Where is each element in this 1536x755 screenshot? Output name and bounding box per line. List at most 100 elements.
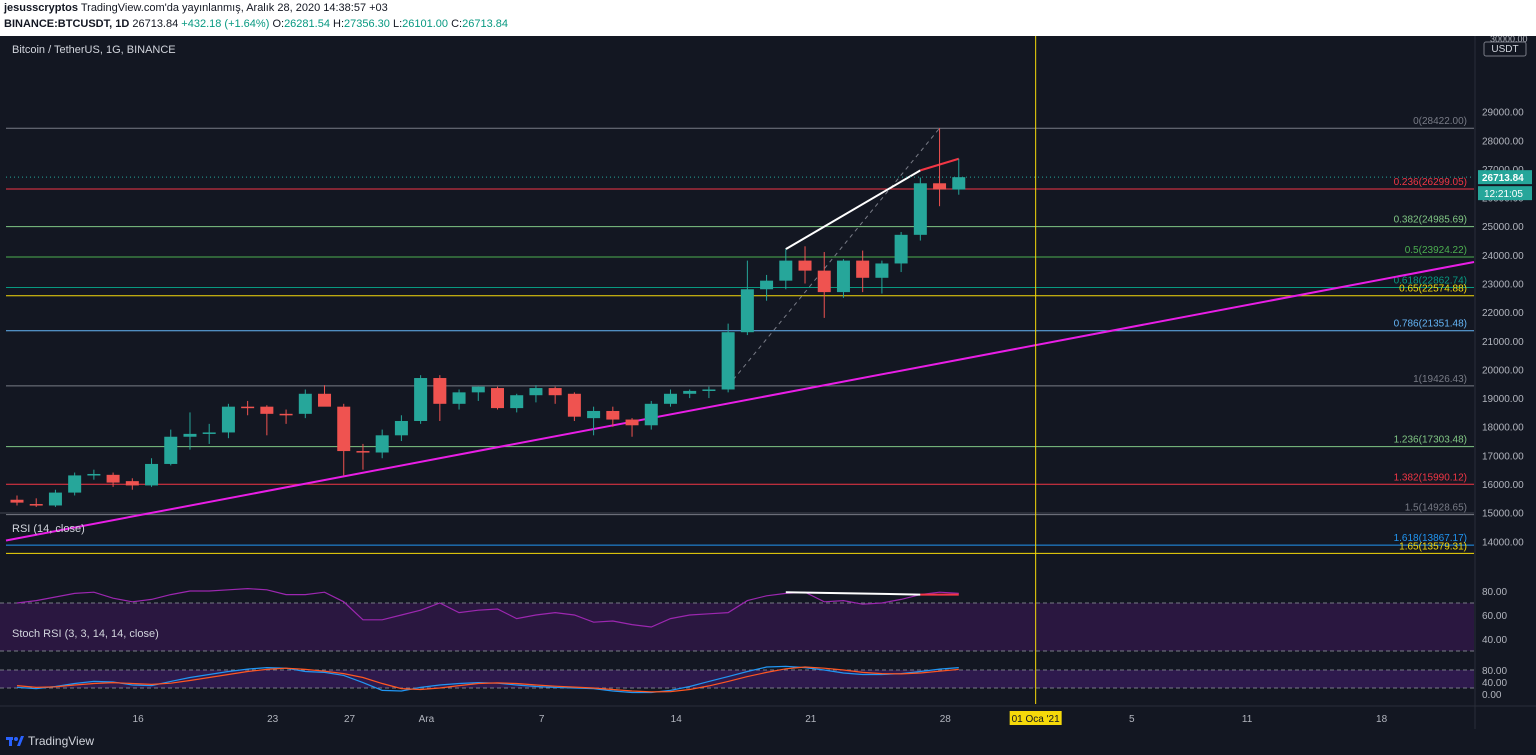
candle-body xyxy=(913,183,927,235)
stoch-tick-label: 0.00 xyxy=(1482,690,1502,701)
price-tick-label: 25000.00 xyxy=(1482,222,1524,233)
candle-body xyxy=(663,393,677,404)
price-tick-label: 21000.00 xyxy=(1482,337,1524,348)
panes-background xyxy=(0,512,1474,689)
price-tick-label: 23000.00 xyxy=(1482,280,1524,291)
fib-level-label: 0.5(23924.22) xyxy=(1405,245,1467,256)
price-change: +432.18 (+1.64%) xyxy=(181,18,270,30)
candle-body xyxy=(933,183,947,190)
price-tick-label: 29000.00 xyxy=(1482,108,1524,119)
countdown-badge xyxy=(1478,186,1532,201)
published-text: TradingView.com'da yayınlanmış, Aralık 2… xyxy=(80,2,388,14)
candle-body xyxy=(318,393,332,407)
candle-body xyxy=(836,260,850,293)
candle-body xyxy=(952,177,966,190)
fib-level-label: 0.786(21351.48) xyxy=(1394,319,1467,330)
last-price-badge xyxy=(1478,170,1532,185)
stoch-tick-label: 40.00 xyxy=(1482,678,1507,689)
rsi-tick-label: 60.00 xyxy=(1482,611,1507,622)
time-tick-label: 11 xyxy=(1242,714,1253,725)
tradingview-logo-icon xyxy=(6,736,24,746)
close-value: 26713.84 xyxy=(462,18,508,30)
time-tick-label: 28 xyxy=(940,714,952,725)
candle-body xyxy=(606,410,620,420)
close-label: C: xyxy=(451,18,463,30)
time-tick-label: 21 xyxy=(805,714,817,725)
candle-body xyxy=(241,406,255,409)
candle-body xyxy=(433,378,447,404)
time-tick-label: 14 xyxy=(671,714,683,725)
price-tick-label: 14000.00 xyxy=(1482,537,1524,548)
candle-body xyxy=(567,393,581,417)
rsi-band xyxy=(0,603,1474,651)
last-price: 26713.84 xyxy=(132,18,179,30)
candle-body xyxy=(548,388,562,396)
fib-retracement[interactable]: 0(28422.00) 0.236(26299.05) 0.382(24985.69… xyxy=(6,116,1474,554)
time-tick-label: Ara xyxy=(419,714,435,725)
price-axis[interactable]: 30000.00USDT29000.0028000.0027000.002600… xyxy=(1474,36,1532,729)
candle-body xyxy=(683,390,697,394)
time-tick-label: 01 Oca '21 xyxy=(1012,714,1060,725)
candle-body xyxy=(856,260,870,278)
open-value: 26281.54 xyxy=(284,18,330,30)
stoch-tick-label: 80.00 xyxy=(1482,666,1507,677)
candle-body xyxy=(394,420,408,436)
candle-body xyxy=(702,389,716,391)
candles[interactable] xyxy=(10,128,966,507)
low-value: 26101.00 xyxy=(402,18,449,30)
time-tick-label: 27 xyxy=(344,714,356,725)
candle-body xyxy=(87,473,101,476)
candle-body xyxy=(510,395,524,409)
tradingview-brand: TradingView xyxy=(28,734,95,748)
chart-area[interactable]: 0(28422.00) 0.236(26299.05) 0.382(24985.69… xyxy=(0,36,1536,729)
candle-body xyxy=(183,433,197,437)
candle-body xyxy=(587,410,601,419)
candle-body xyxy=(452,392,466,404)
currency-label: USDT xyxy=(1491,44,1518,55)
stoch-rsi-label: Stoch RSI (3, 3, 14, 14, close) xyxy=(12,628,159,640)
publish-info: jesusscryptos TradingView.com'da yayınla… xyxy=(4,2,388,14)
fib-level-label: 0.236(26299.05) xyxy=(1394,177,1467,188)
candle-body xyxy=(875,263,889,278)
fib-level-label: 1.5(14928.65) xyxy=(1405,503,1467,514)
rsi-pane[interactable]: 80.00 60.00 40.00 xyxy=(16,587,1507,646)
price-tick-label: 18000.00 xyxy=(1482,423,1524,434)
trendline[interactable] xyxy=(5,260,1475,542)
price-tick-label: 22000.00 xyxy=(1482,308,1524,319)
divergence-line-rsi[interactable] xyxy=(785,591,921,596)
time-axis[interactable]: 16 23 27 Ara 7 14 21 28 01 Oca '21 5 11 18 xyxy=(0,705,1536,725)
publish-header: jesusscryptos TradingView.com'da yayınla… xyxy=(0,0,1536,36)
rsi-tick-label: 80.00 xyxy=(1482,587,1507,598)
price-tick-label: 20000.00 xyxy=(1482,365,1524,376)
candle-body xyxy=(29,504,43,506)
price-tick-label: 15000.00 xyxy=(1482,509,1524,520)
symbol-label: BINANCE:BTCUSDT, 1D xyxy=(4,18,130,30)
author-name: jesusscryptos xyxy=(4,2,78,14)
fib-level-label: 0(28422.00) xyxy=(1413,116,1467,127)
candle-body xyxy=(894,234,908,264)
fib-level-label: 1.236(17303.48) xyxy=(1394,435,1467,446)
countdown-label: 12:21:05 xyxy=(1484,189,1523,200)
candle-body xyxy=(164,436,178,464)
fib-level-label: 0.618(22862.74) xyxy=(1394,275,1467,286)
candle-body xyxy=(356,451,370,453)
candle-body xyxy=(106,474,120,483)
candle-body xyxy=(337,406,351,452)
candle-body xyxy=(491,388,504,409)
candle-body xyxy=(529,388,543,396)
candle-body xyxy=(625,419,639,426)
low-label: L: xyxy=(392,18,403,30)
time-tick-label: 7 xyxy=(539,714,545,725)
time-tick-label: 16 xyxy=(133,714,145,725)
divergence-line-price[interactable] xyxy=(785,169,921,251)
open-label: O: xyxy=(272,18,285,30)
candle-body xyxy=(375,435,389,453)
last-price-label: 26713.84 xyxy=(1482,173,1524,184)
candle-body xyxy=(221,406,235,433)
price-tick-label: 19000.00 xyxy=(1482,394,1524,405)
candle-body xyxy=(817,270,831,293)
candle-body xyxy=(260,406,274,414)
rsi-label: RSI (14, close) xyxy=(12,523,85,535)
fib-level-label: 1.382(15990.12) xyxy=(1394,472,1467,483)
